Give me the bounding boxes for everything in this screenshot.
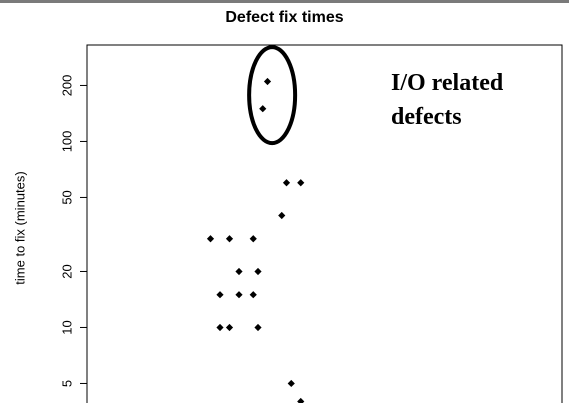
data-point xyxy=(287,379,295,388)
data-point xyxy=(206,235,215,243)
data-point xyxy=(297,179,305,187)
data-point xyxy=(225,235,234,243)
data-point xyxy=(235,291,243,299)
callout-line-1: I/O related xyxy=(391,70,504,96)
data-point xyxy=(216,323,224,332)
data-point xyxy=(249,291,257,299)
io-highlight-ellipse xyxy=(247,45,298,146)
top-border xyxy=(0,0,569,3)
y-tick-label: 50 xyxy=(60,190,75,204)
y-tick-label: 200 xyxy=(60,75,75,97)
data-point xyxy=(254,267,262,276)
data-point xyxy=(216,291,224,299)
data-point xyxy=(235,267,243,276)
io-defects-callout: I/O related defects xyxy=(391,66,551,134)
plot-frame xyxy=(86,44,563,403)
y-tick-label: 100 xyxy=(60,131,75,153)
callout-line-2: defects xyxy=(391,104,462,130)
chart-title: Defect fix times xyxy=(225,9,344,26)
data-point xyxy=(282,179,291,187)
y-tick-label: 20 xyxy=(60,264,75,278)
y-tick-label: 10 xyxy=(60,320,75,334)
data-point xyxy=(259,105,267,113)
y-tick-label: 5 xyxy=(60,380,75,387)
data-point xyxy=(297,397,305,403)
data-point xyxy=(278,211,286,220)
data-point xyxy=(254,323,262,332)
data-point xyxy=(225,323,234,332)
data-point xyxy=(249,235,257,243)
data-point xyxy=(263,77,272,86)
